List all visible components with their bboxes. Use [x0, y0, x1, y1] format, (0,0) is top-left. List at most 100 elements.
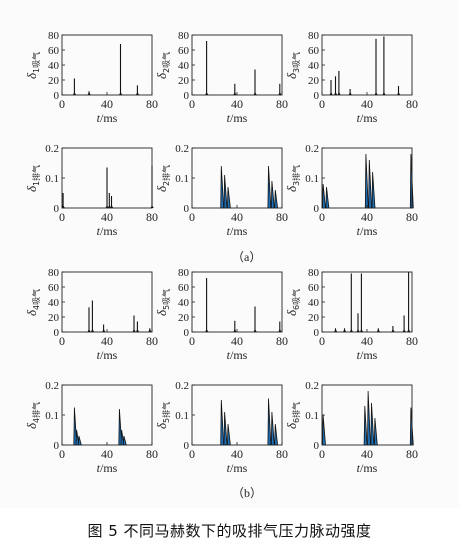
p6-ytick-label-0: 0: [314, 203, 320, 215]
p1-ylabel: δ1吸气: [24, 52, 41, 79]
sublabel-b: （b）: [232, 486, 263, 500]
p7-ytick-label-4: 80: [48, 267, 60, 279]
p3-spike-foot-2: [337, 92, 341, 95]
p2-ytick-label-2: 40: [178, 60, 190, 72]
p8-spike-foot-3: [278, 329, 282, 332]
p8-axes-frame: [191, 271, 283, 333]
p7-spike-foot-2: [102, 329, 106, 332]
p2-xtick-label-2: 80: [276, 97, 288, 111]
p8-xtick-label-2: 80: [276, 334, 288, 348]
p5-xtick-label-1: 40: [231, 210, 243, 224]
p2-xlabel: t/ms: [227, 111, 248, 125]
p3-ytick-label-4: 80: [308, 30, 320, 42]
subplot-p11: 0 40 80 0 0.1 0.2 t/ms δ5排气: [154, 380, 288, 475]
p12-ytick-label-2: 0.2: [305, 380, 319, 392]
subplot-p5: 0 40 80 0 0.1 0.2 t/ms δ2排气: [154, 143, 288, 238]
p9-spike-foot-3: [356, 329, 360, 332]
figure-caption: 图 5 不同马赫数下的吸排气压力脉动强度: [87, 522, 372, 540]
p2-ytick-label-3: 60: [178, 45, 190, 57]
p7-spike-foot-1: [90, 329, 95, 332]
p7-ytick-label-0: 0: [54, 327, 60, 339]
p11-ylabel: δ5排气: [154, 402, 171, 429]
p6-spike-2: [364, 153, 369, 209]
p9-ytick-label-3: 60: [308, 282, 320, 294]
p3-ylabel: δ3吸气: [284, 52, 301, 79]
p10-ylabel: δ4排气: [24, 402, 41, 429]
p8-ytick-label-0: 0: [184, 327, 190, 339]
p10-ytick-label-1: 0.1: [45, 410, 59, 422]
p9-xtick-label-2: 80: [406, 334, 418, 348]
p1-ytick-label-4: 80: [48, 30, 60, 42]
p3-spike-foot-0: [329, 92, 333, 95]
p12-ylabel: δ6排气: [284, 402, 301, 429]
p4-ytick-label-1: 0.1: [45, 173, 59, 185]
p12-ytick-label-1: 0.1: [305, 410, 319, 422]
p2-spike-foot-1: [233, 92, 237, 95]
p12-ytick-label-0: 0: [314, 440, 320, 452]
p1-spike-foot-2: [119, 92, 123, 95]
p3-spike-foot-5: [382, 92, 386, 95]
p9-spike-foot-2: [349, 329, 354, 332]
p8-spike-foot-1: [233, 329, 237, 332]
p12-spike-4: [373, 417, 378, 446]
p11-xtick-label-1: 40: [231, 447, 243, 461]
p10-xtick-label-1: 40: [101, 447, 113, 461]
p7-spike-foot-0: [87, 329, 91, 332]
p2-spike-foot-3: [278, 92, 282, 95]
p6-xtick-label-1: 40: [361, 210, 373, 224]
p2-xtick-label-0: 0: [189, 97, 195, 111]
p9-spike-foot-6: [391, 329, 395, 332]
p3-ytick-label-0: 0: [314, 90, 320, 102]
p12-spike-2: [367, 390, 371, 446]
p1-ytick-label-0: 0: [54, 90, 60, 102]
p11-xtick-label-2: 80: [276, 447, 288, 461]
p2-spike-foot-2: [253, 92, 257, 95]
p3-ytick-label-1: 20: [308, 75, 320, 87]
p12-xlabel: t/ms: [357, 461, 378, 475]
p7-ylabel: δ4吸气: [24, 289, 41, 316]
p3-ytick-label-2: 40: [308, 60, 320, 72]
p9-ylabel: δ6吸气: [284, 289, 301, 316]
p9-spike-foot-7: [402, 329, 406, 332]
p1-spike-foot-1: [87, 92, 91, 95]
p2-ylabel: δ2吸气: [154, 52, 171, 79]
p8-ytick-label-1: 20: [178, 312, 190, 324]
p8-ytick-label-3: 60: [178, 282, 190, 294]
p8-ylabel: δ5吸气: [154, 289, 171, 316]
p10-xtick-label-2: 80: [146, 447, 158, 461]
p3-xtick-label-1: 40: [361, 97, 373, 111]
p6-xtick-label-2: 80: [406, 210, 418, 224]
subplot-p4: 0 40 80 0 0.1 0.2 t/ms δ1排气: [24, 143, 158, 238]
p8-ytick-label-4: 80: [178, 267, 190, 279]
p7-ytick-label-3: 60: [48, 282, 60, 294]
p6-ylabel: δ3排气: [284, 165, 301, 192]
p8-xtick-label-1: 40: [231, 334, 243, 348]
p5-ytick-label-0: 0: [184, 203, 190, 215]
p9-ytick-label-2: 40: [308, 297, 320, 309]
p8-spike-foot-2: [253, 329, 257, 332]
p4-xtick-label-1: 40: [101, 210, 113, 224]
subplot-p3: 0 40 80 0 20 40 60 80 t/ms δ3吸气: [284, 30, 418, 125]
p10-spike-2: [77, 435, 82, 446]
p11-xlabel: t/ms: [227, 461, 248, 475]
p9-ytick-label-1: 20: [308, 312, 320, 324]
p6-xlabel: t/ms: [357, 224, 378, 238]
p2-ytick-label-1: 20: [178, 75, 190, 87]
p11-ytick-label-0: 0: [184, 440, 190, 452]
p7-xlabel: t/ms: [97, 348, 118, 362]
p4-spike-foot-3: [110, 205, 114, 208]
p6-xtick-label-0: 0: [319, 210, 325, 224]
p2-spike-foot-0: [205, 92, 209, 95]
p5-xtick-label-0: 0: [189, 210, 195, 224]
p1-axes-frame: [61, 34, 153, 96]
p1-ytick-label-2: 40: [48, 60, 60, 72]
p6-spike-0: [322, 183, 326, 209]
p1-xtick-label-2: 80: [146, 97, 158, 111]
p2-ytick-label-4: 80: [178, 30, 190, 42]
p8-spike-foot-0: [205, 329, 209, 332]
p9-axes-frame: [321, 271, 413, 333]
p4-xtick-label-0: 0: [59, 210, 65, 224]
p7-xtick-label-1: 40: [101, 334, 113, 348]
p3-xtick-label-0: 0: [319, 97, 325, 111]
